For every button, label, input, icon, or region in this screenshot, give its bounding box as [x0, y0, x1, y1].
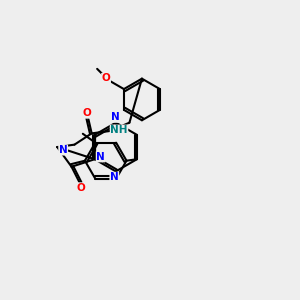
Text: N: N — [110, 172, 119, 182]
Text: O: O — [77, 183, 85, 193]
Text: N: N — [96, 152, 105, 162]
Text: O: O — [102, 74, 110, 83]
Text: O: O — [82, 108, 91, 118]
Text: N: N — [59, 145, 68, 155]
Text: NH: NH — [110, 125, 128, 135]
Text: N: N — [111, 112, 120, 122]
